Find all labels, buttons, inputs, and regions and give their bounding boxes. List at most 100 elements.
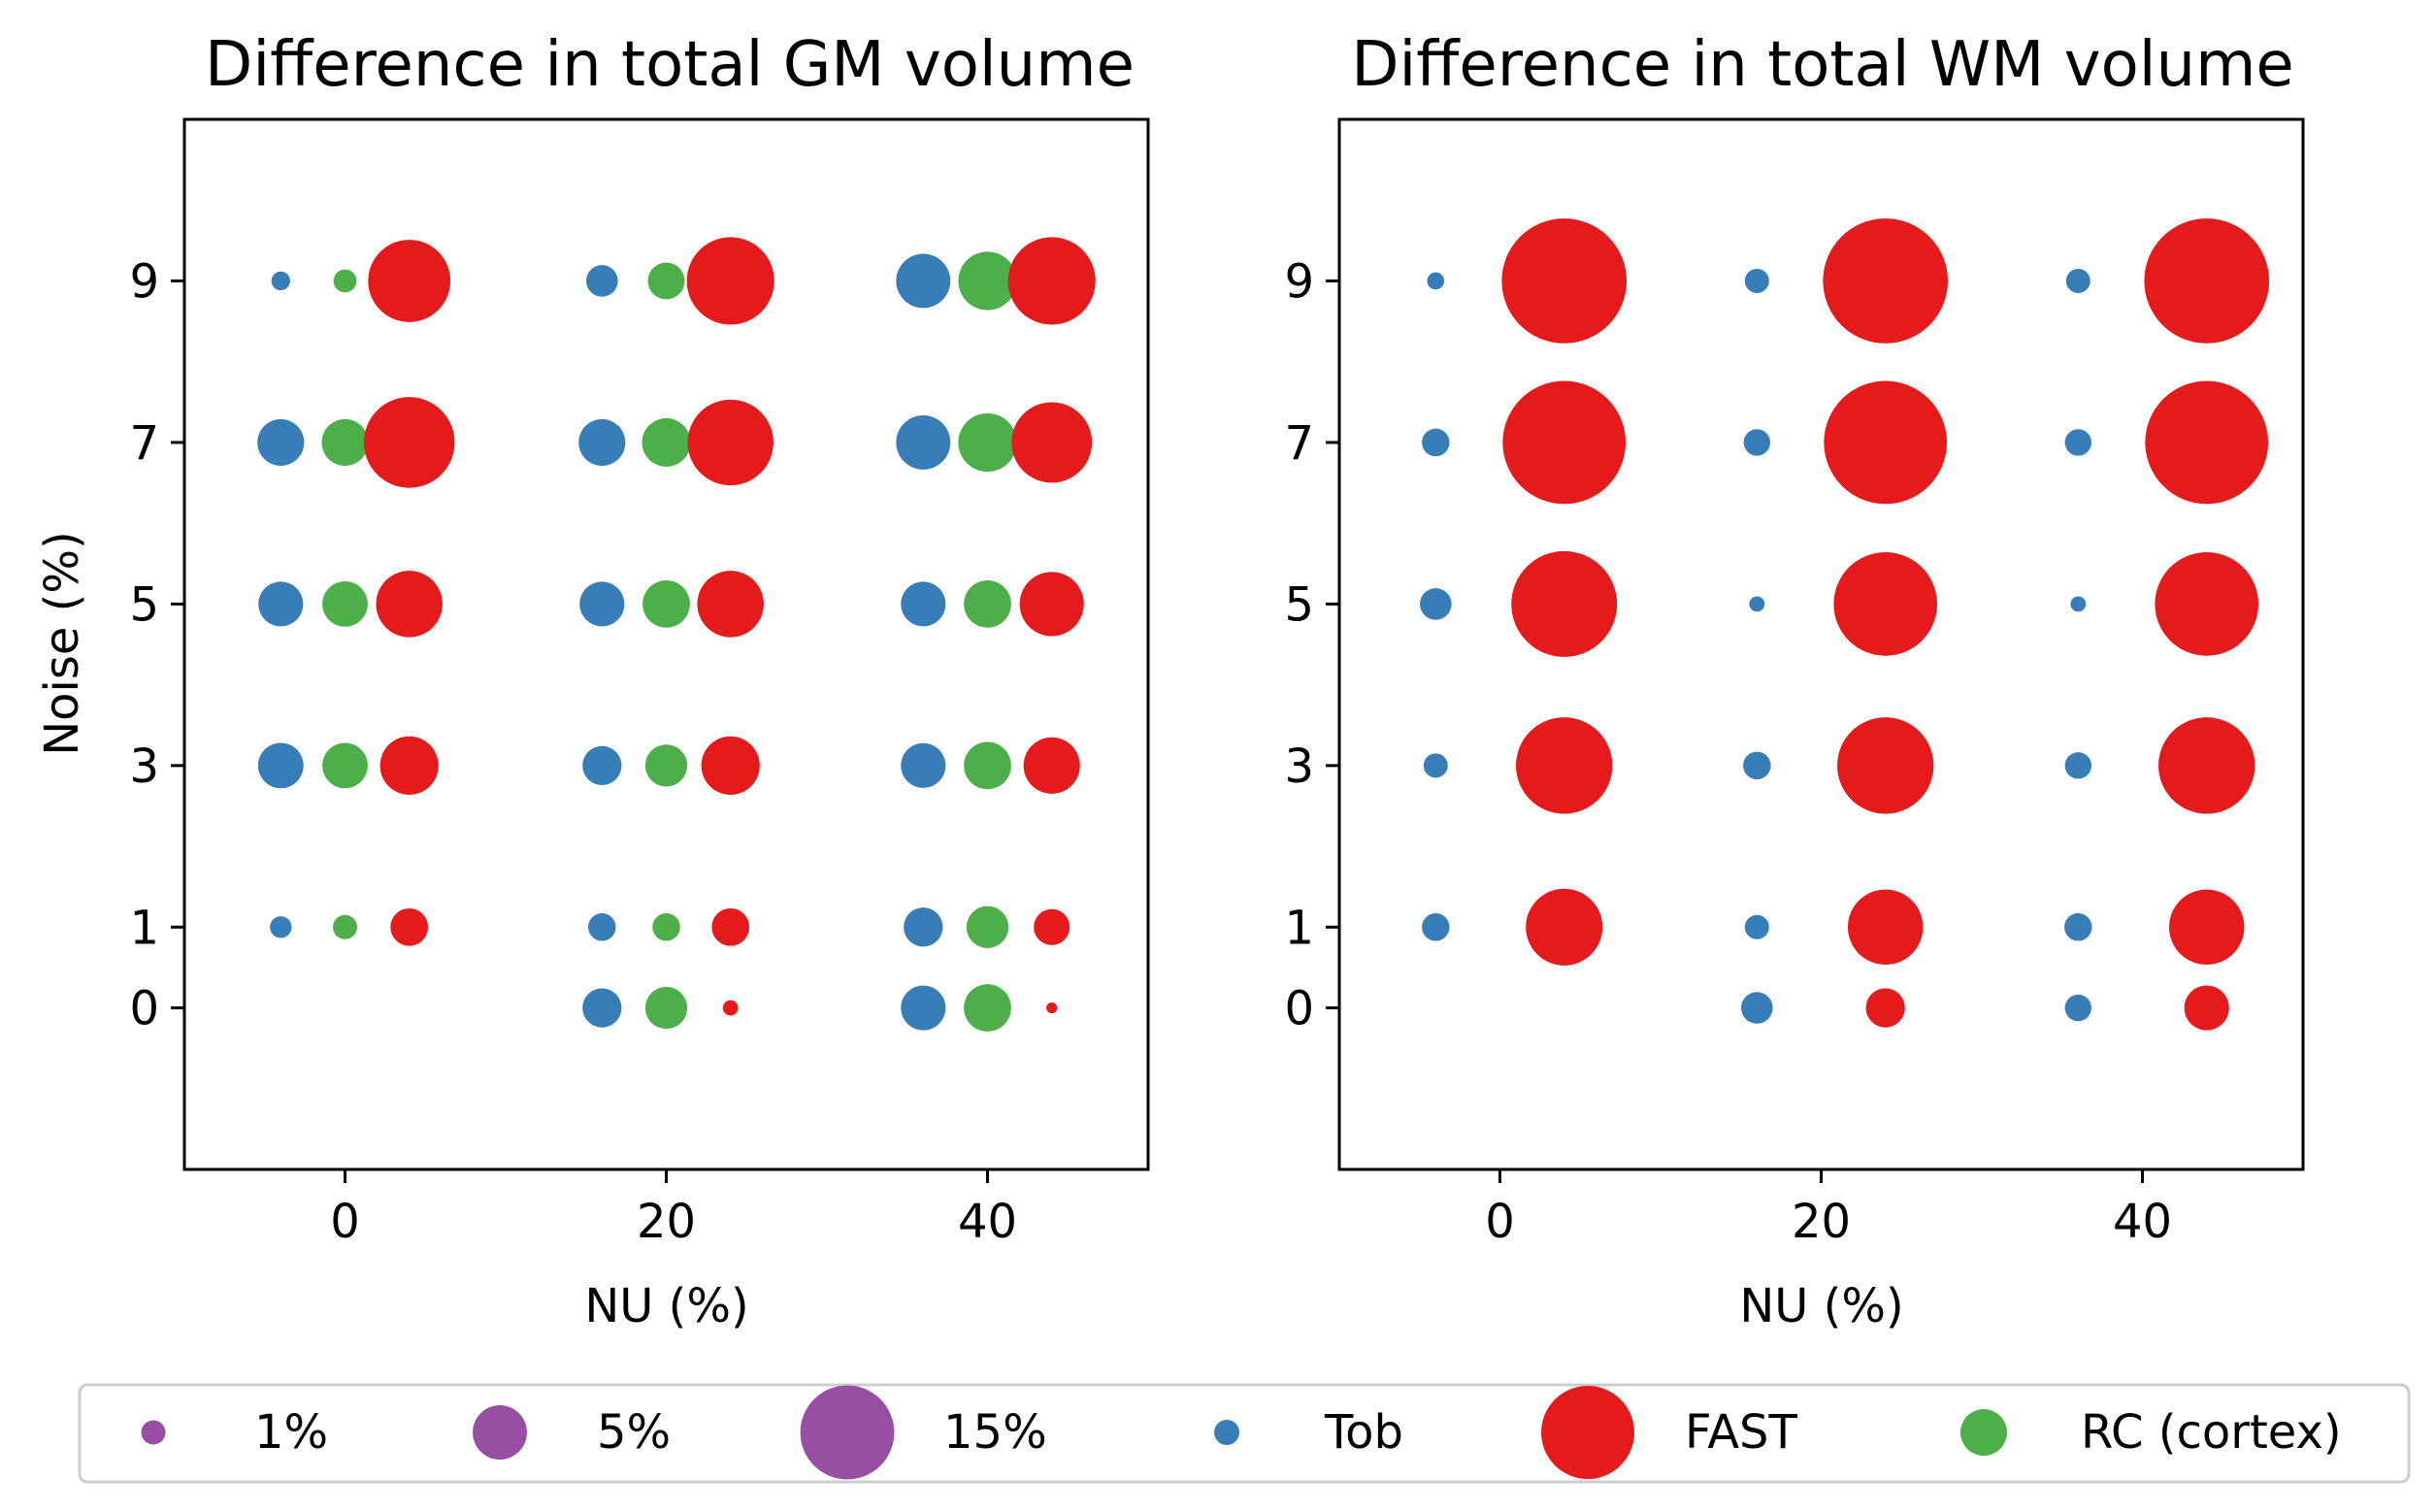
point-fast-nu20-noise5 xyxy=(1833,552,1938,656)
chart-title-gm: Difference in total GM volume xyxy=(205,29,1135,101)
point-rc-cortex-nu20-noise3 xyxy=(644,744,688,787)
point-fast-nu20-noise0 xyxy=(722,1000,739,1016)
legend-label-5pct: 5% xyxy=(597,1405,671,1460)
point-fast-nu20-noise0 xyxy=(1865,988,1905,1028)
y-tick-label-1: 1 xyxy=(129,901,159,955)
y-tick-label-5: 5 xyxy=(129,577,159,632)
point-tob-nu40-noise7 xyxy=(896,414,951,470)
point-fast-nu40-noise5 xyxy=(2155,552,2259,656)
point-rc-cortex-nu20-noise0 xyxy=(644,986,688,1030)
point-tob-nu0-noise9 xyxy=(271,271,290,291)
point-rc-cortex-nu40-noise1 xyxy=(966,905,1009,948)
legend-size-marker-1 xyxy=(141,1420,166,1445)
point-tob-nu0-noise5 xyxy=(1420,588,1452,620)
point-tob-nu0-noise1 xyxy=(270,916,292,938)
point-tob-nu0-noise7 xyxy=(1422,428,1450,457)
point-tob-nu20-noise1 xyxy=(588,913,616,941)
legend-label-15pct: 15% xyxy=(943,1405,1047,1460)
x-tick-label-40: 40 xyxy=(958,1195,1017,1249)
point-tob-nu20-noise7 xyxy=(578,418,626,466)
point-tob-nu40-noise9 xyxy=(2065,268,2090,293)
point-tob-nu0-noise5 xyxy=(258,581,304,627)
point-fast-nu20-noise9 xyxy=(1823,218,1949,344)
point-fast-nu0-noise5 xyxy=(376,571,443,638)
point-rc-cortex-nu20-noise9 xyxy=(647,262,685,300)
point-tob-nu0-noise9 xyxy=(1427,272,1445,290)
point-rc-cortex-nu0-noise1 xyxy=(333,914,357,939)
point-rc-cortex-nu40-noise5 xyxy=(964,580,1011,628)
point-fast-nu20-noise3 xyxy=(1837,717,1934,814)
point-fast-nu0-noise1 xyxy=(390,907,429,946)
point-rc-cortex-nu40-noise9 xyxy=(958,251,1017,311)
point-tob-nu40-noise0 xyxy=(901,985,946,1031)
point-tob-nu40-noise1 xyxy=(2064,913,2092,941)
point-tob-nu0-noise7 xyxy=(257,418,305,466)
point-rc-cortex-nu20-noise7 xyxy=(642,417,691,467)
point-tob-nu20-noise0 xyxy=(1741,992,1773,1024)
point-rc-cortex-nu40-noise7 xyxy=(958,412,1017,473)
y-tick-label-9: 9 xyxy=(129,254,159,309)
chart-title-wm: Difference in total WM volume xyxy=(1351,29,2294,101)
point-rc-cortex-nu0-noise5 xyxy=(322,580,368,627)
point-tob-nu20-noise3 xyxy=(1743,751,1771,780)
x-tick-label-0: 0 xyxy=(1485,1195,1515,1249)
point-rc-cortex-nu0-noise9 xyxy=(333,269,357,293)
y-tick-label-3: 3 xyxy=(129,740,159,794)
point-fast-nu40-noise3 xyxy=(2158,717,2255,814)
point-tob-nu20-noise5 xyxy=(1749,596,1765,612)
legend-label-tob: Tob xyxy=(1324,1405,1403,1460)
point-fast-nu20-noise3 xyxy=(701,736,760,795)
legend-size-marker-5 xyxy=(473,1405,527,1460)
point-fast-nu0-noise7 xyxy=(1502,380,1627,505)
point-fast-nu20-noise1 xyxy=(1847,889,1924,966)
point-fast-nu40-noise0 xyxy=(1046,1002,1058,1014)
point-rc-cortex-nu40-noise0 xyxy=(964,984,1011,1032)
panel-wm: Difference in total WM volume 0 20 40 0 1 3 5 7… xyxy=(1284,29,2305,1333)
markers-wm xyxy=(1420,218,2270,1031)
y-tick-label-1: 1 xyxy=(1284,901,1314,955)
y-tick-label-7: 7 xyxy=(1284,416,1314,471)
ticks-gm: 0 20 40 0 1 3 5 7 9 xyxy=(129,254,1017,1249)
point-fast-nu40-noise1 xyxy=(2168,889,2245,966)
point-tob-nu40-noise1 xyxy=(904,907,943,947)
point-tob-nu20-noise7 xyxy=(1743,429,1770,456)
point-fast-nu40-noise3 xyxy=(1023,737,1080,794)
point-tob-nu0-noise3 xyxy=(1423,753,1448,778)
point-fast-nu40-noise7 xyxy=(2145,380,2269,505)
point-fast-nu0-noise1 xyxy=(1526,888,1603,966)
point-fast-nu40-noise1 xyxy=(1034,908,1070,945)
point-fast-nu0-noise3 xyxy=(1516,717,1613,814)
point-tob-nu40-noise0 xyxy=(2064,994,2091,1022)
y-tick-label-0: 0 xyxy=(129,982,159,1036)
legend-frame xyxy=(78,1383,2411,1484)
y-tick-label-5: 5 xyxy=(1284,577,1314,632)
markers-gm xyxy=(257,237,1096,1032)
y-tick-label-9: 9 xyxy=(1284,254,1314,309)
point-tob-nu40-noise7 xyxy=(2064,429,2091,456)
point-tob-nu40-noise3 xyxy=(2064,752,2091,779)
x-tick-label-0: 0 xyxy=(330,1195,360,1249)
panel-gm: Difference in total GM volume 0 20 40 0 1 3 5 7… xyxy=(35,29,1150,1333)
point-tob-nu40-noise5 xyxy=(901,581,946,627)
legend: 1% 5% 15% Tob FAST RC (cortex) xyxy=(78,1383,2411,1484)
point-fast-nu20-noise7 xyxy=(687,399,774,486)
y-tick-label-3: 3 xyxy=(1284,740,1314,794)
point-fast-nu40-noise0 xyxy=(2184,985,2229,1031)
point-fast-nu0-noise9 xyxy=(368,240,451,322)
point-fast-nu0-noise5 xyxy=(1511,550,1618,657)
point-tob-nu20-noise5 xyxy=(579,581,625,627)
point-fast-nu0-noise3 xyxy=(379,736,439,795)
y-axis-label-gm: Noise (%) xyxy=(35,531,89,755)
legend-marker-fast xyxy=(1541,1386,1634,1479)
point-fast-nu20-noise5 xyxy=(697,571,764,638)
point-tob-nu40-noise5 xyxy=(2070,596,2087,612)
point-fast-nu0-noise7 xyxy=(363,397,455,488)
point-tob-nu20-noise0 xyxy=(582,988,622,1028)
point-tob-nu0-noise1 xyxy=(1422,913,1450,941)
x-tick-label-20: 20 xyxy=(637,1195,696,1249)
legend-marker-tob xyxy=(1214,1420,1239,1445)
point-fast-nu20-noise1 xyxy=(711,907,750,946)
point-tob-nu40-noise9 xyxy=(896,253,951,309)
legend-marker-rc-cortex xyxy=(1960,1409,2007,1456)
